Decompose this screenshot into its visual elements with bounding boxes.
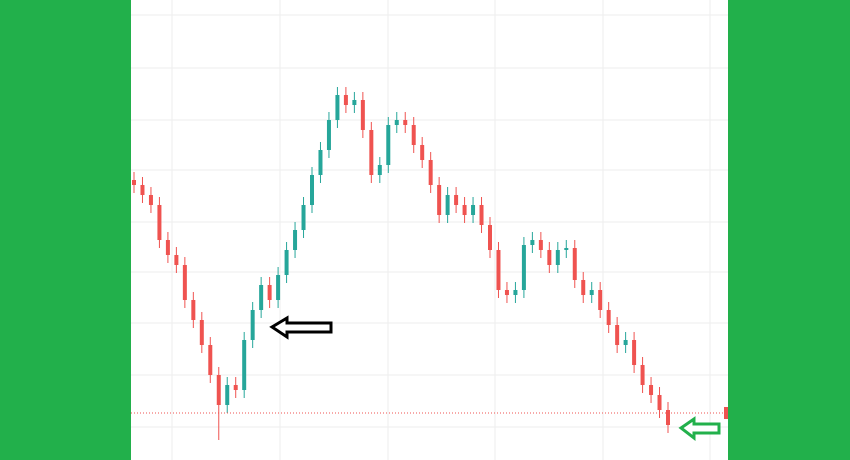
candle-body [148, 195, 153, 205]
candle-body [191, 300, 196, 320]
candle-body [233, 385, 238, 390]
candle-body [598, 290, 603, 310]
candle-body [640, 365, 645, 385]
candle-body [496, 250, 501, 290]
candle-body [521, 245, 526, 290]
candle-body [606, 310, 611, 325]
candle-body [547, 250, 552, 265]
candle-body [276, 275, 281, 300]
candle-body [445, 195, 450, 215]
candle-body [310, 175, 314, 205]
candle-body [403, 120, 408, 125]
marks [131, 14, 728, 440]
candle-body [132, 180, 136, 185]
candle-body [394, 120, 399, 125]
candle-body [632, 340, 637, 365]
candle-body [437, 185, 442, 215]
candle-body [504, 290, 509, 295]
candle-body [157, 205, 162, 240]
price-marker [724, 407, 728, 419]
candle-body [343, 95, 348, 105]
candle-body [165, 240, 170, 255]
candle-body [530, 240, 535, 245]
candle-body [649, 385, 654, 395]
candle-body [352, 100, 357, 105]
candle-body [199, 320, 204, 345]
candle-body [513, 290, 518, 295]
candle-body [428, 160, 433, 185]
candle-body [657, 395, 662, 410]
candle-body [242, 340, 247, 390]
candle-body [259, 285, 264, 310]
candle-body [326, 120, 331, 150]
candle-body [471, 205, 476, 215]
candle-body [488, 225, 492, 250]
candle-body [267, 285, 272, 300]
candle-body [479, 205, 484, 225]
candle-body [216, 375, 221, 405]
candle-body [318, 150, 323, 175]
plot-area [131, 0, 728, 460]
candle-body [538, 240, 543, 250]
candle-body [225, 385, 230, 405]
candle-body [369, 130, 374, 175]
candle-body [666, 410, 670, 425]
candle-body [208, 345, 213, 375]
candle-body [462, 205, 467, 215]
candle-body [250, 310, 255, 340]
candle-body [581, 280, 586, 295]
candle-body [623, 340, 628, 345]
candle-body [564, 248, 569, 250]
candle-body [174, 255, 179, 265]
vertical-grid [171, 0, 711, 460]
candle-body [420, 145, 425, 160]
candle-body [360, 100, 365, 130]
green-arrow [678, 416, 721, 442]
candle-body [284, 250, 289, 275]
candle-body [615, 325, 620, 345]
candle-body [140, 185, 145, 195]
candle-body [182, 265, 187, 300]
candle-body [293, 230, 298, 250]
candle-body [572, 248, 577, 280]
candle-body [377, 165, 382, 175]
candle-body [301, 205, 306, 230]
candle-body [555, 250, 560, 265]
candle-body [589, 290, 594, 295]
candle-body [386, 125, 391, 165]
black-arrow [269, 315, 333, 340]
candle-body [411, 125, 416, 145]
candle-body [335, 95, 340, 120]
candle-body [454, 195, 459, 205]
